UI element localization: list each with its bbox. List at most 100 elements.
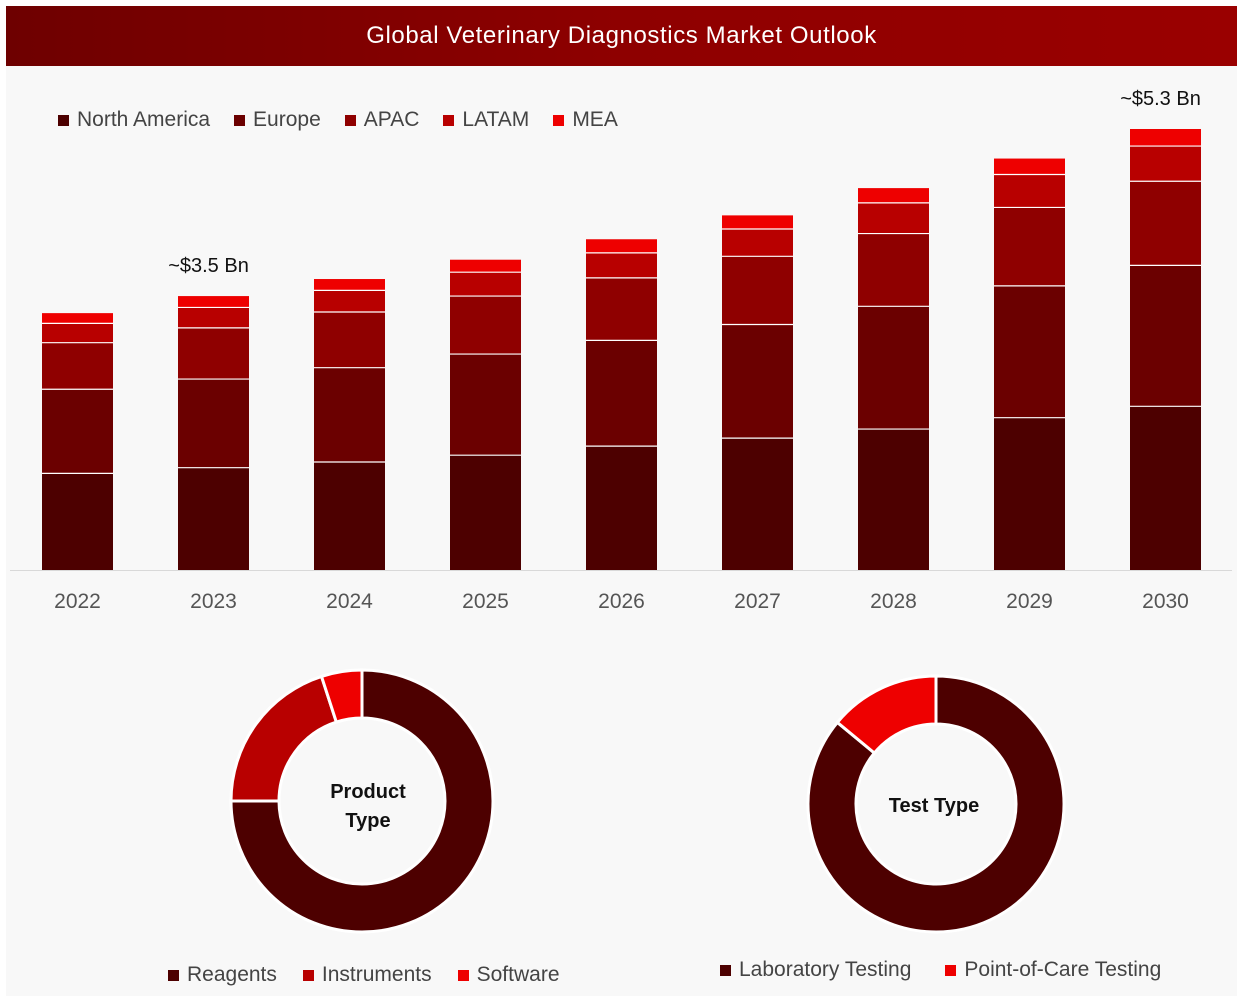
bar-2022-apac [42,342,113,390]
bar-2024-apac [314,311,385,368]
bar-annotation-2023: ~$3.5 Bn [168,255,249,277]
legend-item-latam: LATAM [443,108,529,132]
legend-label: LATAM [462,108,530,131]
bar-2024-mea [314,279,385,291]
bar-2029-apac [994,207,1065,286]
bar-2029-north-america [994,417,1065,570]
bar-2028-apac [858,233,929,307]
bar-2025-north-america [450,455,521,570]
bar-2027-north-america [722,438,793,570]
test-type-legend: Laboratory Testing Point-of-Care Testing [720,958,1195,982]
bar-2028-north-america [858,429,929,570]
bar-2025-apac [450,296,521,355]
x-tick-label-2024: 2024 [326,590,373,613]
legend-item-software: Software [457,963,560,987]
bar-2029-mea [994,158,1065,175]
legend-item-europe: Europe [234,108,321,132]
donut-slice-point-of-care-testing [835,674,938,756]
legend-swatch [344,114,356,126]
x-tick-label-2030: 2030 [1142,590,1189,613]
product-type-donut: Product Type [229,668,495,934]
product-type-legend: Reagents Instruments Software [168,963,586,987]
bar-2028-mea [858,188,929,203]
legend-swatch [945,964,957,976]
legend-swatch [553,114,565,126]
chart-title: Global Veterinary Diagnostics Market Out… [366,22,877,49]
bar-2023-north-america [178,467,249,570]
bar-annotation-2030: ~$5.3 Bn [1120,88,1201,110]
legend-swatch [234,114,246,126]
bar-2030-latam [1130,146,1201,182]
legend-swatch [58,114,69,126]
legend-swatch [457,969,469,981]
bar-2022-europe [42,389,113,474]
bar-2023-europe [178,379,249,468]
legend-label: MEA [572,108,618,131]
donut-center-label: Product [330,781,406,803]
bar-2022-north-america [42,473,113,570]
x-tick-label-2026: 2026 [598,590,645,613]
bar-2025-mea [450,259,521,273]
bar-2026-mea [586,239,657,253]
legend-swatch [720,964,731,976]
legend-item-reagents: Reagents [168,963,277,987]
donut-slice-software [319,668,364,724]
legend-item-mea: MEA [553,108,618,132]
donut-slice-reagents [229,668,495,934]
bar-2027-latam [722,229,793,257]
legend-label: Point-of-Care Testing [964,958,1162,981]
legend-swatch [302,969,314,981]
x-tick-label-2022: 2022 [54,590,101,613]
bar-2030-europe [1130,265,1201,407]
bar-2030-apac [1130,181,1201,266]
legend-label: APAC [363,108,420,131]
bar-2025-europe [450,354,521,456]
legend-item-laboratory-testing: Laboratory Testing [720,958,911,982]
bar-2030-mea [1130,129,1201,147]
legend-item-point-of-care-testing: Point-of-Care Testing [945,958,1161,982]
legend-label: North America [77,108,211,131]
donut-center-label: Type [345,810,390,832]
donut-slice-instruments [229,674,339,803]
donut-center-label: Test Type [889,795,979,817]
donut-slice-laboratory-testing [806,674,1066,934]
test-type-donut: Test Type [806,674,1066,934]
header-banner: Global Veterinary Diagnostics Market Out… [6,6,1237,66]
bar-2029-latam [994,174,1065,208]
bar-legend: North America Europe APAC LATAM MEA [58,108,642,132]
bar-2027-apac [722,256,793,325]
bar-2024-latam [314,290,385,312]
legend-label: Laboratory Testing [739,958,912,981]
bar-2029-europe [994,285,1065,418]
legend-label: Software [476,963,560,986]
bar-2022-latam [42,323,113,343]
bar-2026-north-america [586,446,657,570]
x-tick-label-2025: 2025 [462,590,509,613]
legend-label: Europe [253,108,321,131]
bar-2027-mea [722,215,793,230]
bar-2026-latam [586,252,657,278]
bar-2030-north-america [1130,406,1201,570]
legend-swatch [443,114,455,126]
x-tick-label-2029: 2029 [1006,590,1053,613]
bar-2026-apac [586,277,657,341]
bar-2023-mea [178,296,249,308]
legend-item-north-america: North America [58,108,210,132]
legend-item-instruments: Instruments [302,963,432,987]
stacked-bar-chart: 2022 2023 2024 2025 2026 2027 2028 2029 2030 ~$3.… [10,88,1232,613]
bar-2022-mea [42,313,113,324]
x-tick-label-2027: 2027 [734,590,781,613]
legend-label: Reagents [187,963,277,986]
bar-2023-apac [178,327,249,380]
bar-2024-north-america [314,462,385,570]
legend-swatch [168,969,179,981]
legend-label: Instruments [321,963,432,986]
bar-2027-europe [722,324,793,439]
bar-2023-latam [178,307,249,328]
bar-2028-europe [858,306,929,430]
x-tick-label-2028: 2028 [870,590,917,613]
bar-2028-latam [858,202,929,234]
bar-2024-europe [314,367,385,463]
x-tick-label-2023: 2023 [190,590,237,613]
legend-item-apac: APAC [344,108,420,132]
